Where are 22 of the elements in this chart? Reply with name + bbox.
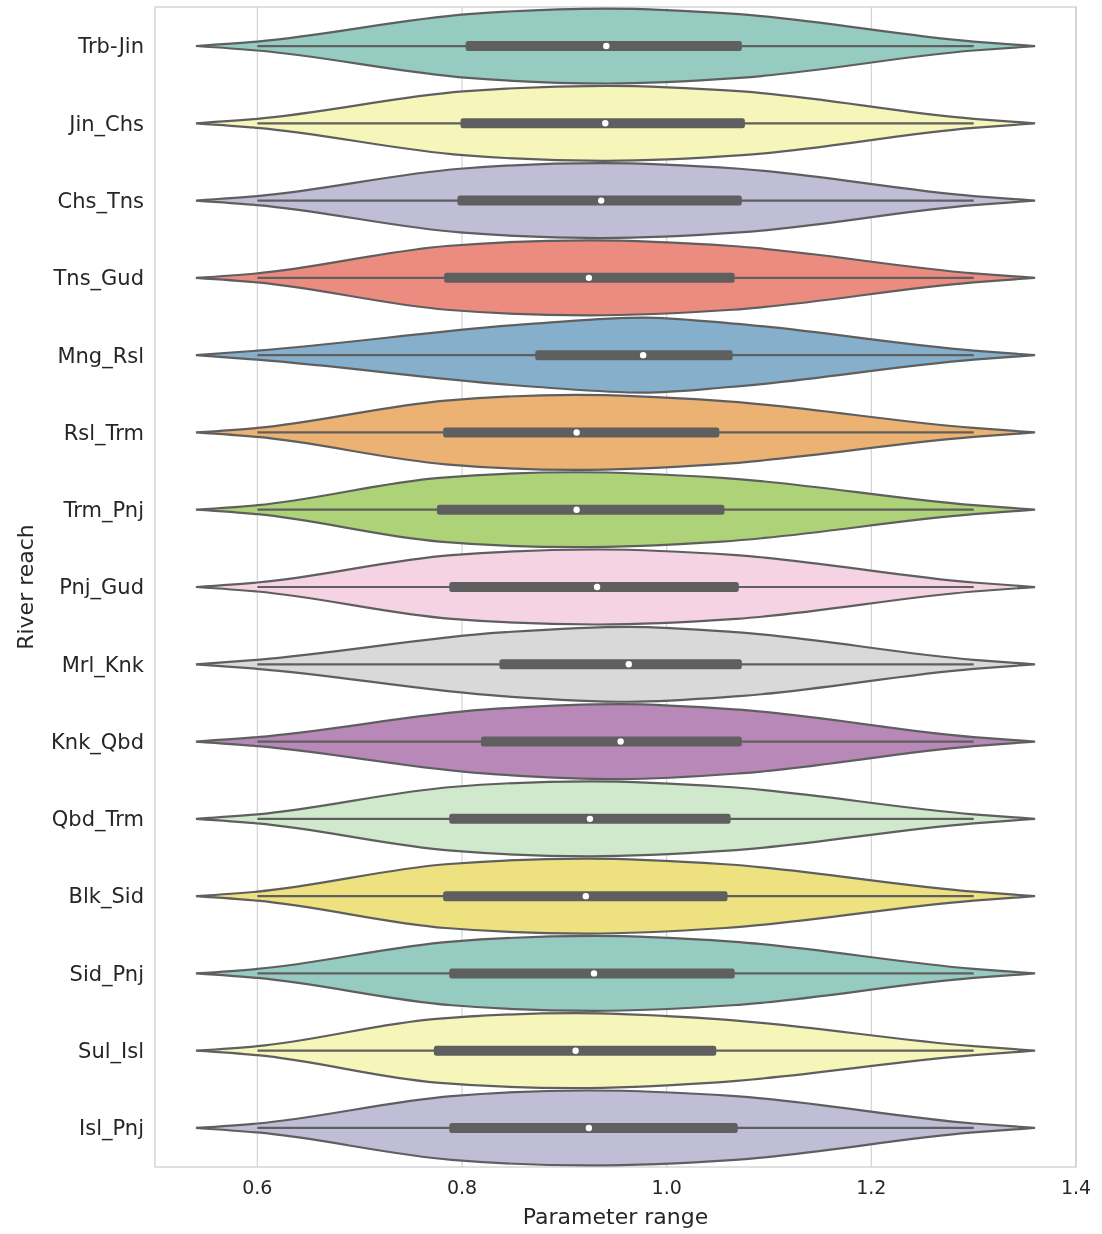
y-tick-label: Rsl_Trm <box>63 420 144 446</box>
x-tick-label: 1.0 <box>651 1176 682 1198</box>
y-tick-label: Blk_Sid <box>68 884 144 910</box>
x-tick-label: 1.2 <box>856 1176 887 1198</box>
y-tick-label: Trb-Jin <box>77 34 144 59</box>
y-tick-label: Mng_Rsl <box>57 343 144 369</box>
y-tick-label: Pnj_Gud <box>59 575 144 601</box>
x-tick-label: 0.6 <box>242 1176 273 1198</box>
y-tick-label: Mrl_Knk <box>61 652 145 678</box>
y-axis-title: River reach <box>13 524 38 650</box>
x-tick-label: 0.8 <box>446 1176 478 1198</box>
y-tick-label: Trm_Pnj <box>62 498 144 524</box>
y-tick-label: Qbd_Trm <box>51 807 144 833</box>
x-tick-label: 1.4 <box>1060 1176 1092 1198</box>
y-tick-label: Sul_Isl <box>78 1039 144 1065</box>
y-tick-label: Tns_Gud <box>52 266 144 292</box>
y-tick-label: Isl_Pnj <box>79 1116 144 1142</box>
y-tick-label: Jin_Chs <box>67 111 144 137</box>
y-tick-label: Chs_Tns <box>57 188 144 214</box>
y-tick-label: Sid_Pnj <box>69 961 144 987</box>
x-axis-title: Parameter range <box>522 1204 709 1229</box>
y-tick-label: Knk_Qbd <box>51 729 144 755</box>
